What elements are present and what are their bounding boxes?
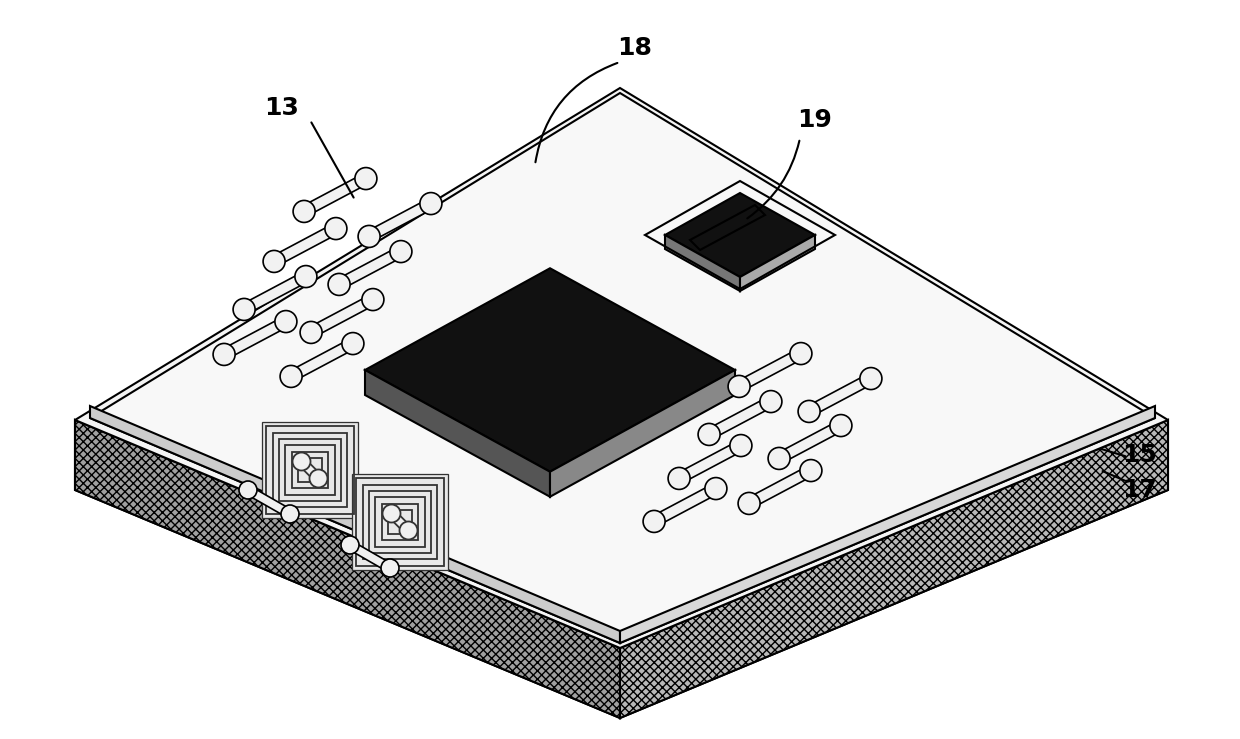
Polygon shape	[347, 541, 392, 572]
Circle shape	[698, 423, 720, 446]
Polygon shape	[242, 272, 309, 314]
Circle shape	[362, 288, 384, 310]
Circle shape	[381, 559, 399, 577]
Circle shape	[830, 415, 852, 437]
Circle shape	[399, 522, 418, 539]
Polygon shape	[246, 486, 293, 518]
Polygon shape	[620, 406, 1154, 643]
Polygon shape	[91, 406, 620, 643]
Polygon shape	[262, 422, 358, 518]
Polygon shape	[651, 484, 718, 526]
Polygon shape	[352, 474, 449, 571]
Circle shape	[768, 447, 790, 469]
Polygon shape	[551, 370, 735, 497]
Polygon shape	[689, 205, 765, 250]
Circle shape	[704, 477, 727, 500]
Polygon shape	[737, 349, 804, 391]
Circle shape	[213, 344, 236, 365]
Circle shape	[389, 241, 412, 262]
Circle shape	[293, 452, 310, 471]
Circle shape	[325, 217, 347, 239]
Polygon shape	[806, 374, 873, 416]
Polygon shape	[620, 420, 1168, 718]
Circle shape	[790, 343, 812, 364]
Circle shape	[239, 481, 257, 499]
Circle shape	[859, 367, 882, 389]
Polygon shape	[299, 458, 321, 482]
Circle shape	[275, 310, 296, 333]
Polygon shape	[740, 235, 815, 291]
Text: 17: 17	[1122, 478, 1157, 502]
Circle shape	[420, 193, 441, 214]
Text: 15: 15	[1122, 443, 1157, 467]
Polygon shape	[365, 268, 735, 471]
Circle shape	[329, 273, 350, 296]
Circle shape	[233, 299, 255, 321]
Circle shape	[355, 168, 377, 190]
Polygon shape	[309, 295, 376, 337]
Circle shape	[295, 265, 317, 287]
Polygon shape	[74, 420, 620, 718]
Polygon shape	[272, 224, 339, 266]
Circle shape	[263, 251, 285, 273]
Circle shape	[342, 333, 363, 355]
Circle shape	[382, 505, 401, 522]
Circle shape	[668, 468, 691, 489]
Polygon shape	[222, 317, 289, 359]
Polygon shape	[665, 235, 740, 291]
Circle shape	[280, 365, 303, 387]
Polygon shape	[367, 199, 434, 242]
Text: 18: 18	[618, 36, 652, 60]
Polygon shape	[746, 466, 813, 508]
Polygon shape	[74, 88, 1168, 648]
Polygon shape	[289, 338, 356, 381]
Circle shape	[341, 536, 360, 554]
Polygon shape	[74, 420, 620, 718]
Text: 13: 13	[264, 96, 299, 120]
Circle shape	[358, 225, 381, 248]
Circle shape	[644, 511, 665, 532]
Circle shape	[800, 460, 822, 482]
Circle shape	[310, 469, 327, 488]
Polygon shape	[336, 247, 403, 289]
Circle shape	[730, 435, 751, 457]
Polygon shape	[388, 511, 412, 534]
Polygon shape	[301, 174, 368, 217]
Circle shape	[738, 492, 760, 514]
Circle shape	[728, 375, 750, 398]
Circle shape	[281, 505, 299, 523]
Polygon shape	[776, 420, 843, 463]
Polygon shape	[707, 397, 774, 439]
Polygon shape	[365, 370, 551, 497]
Circle shape	[300, 321, 322, 344]
Polygon shape	[620, 420, 1168, 718]
Circle shape	[760, 391, 782, 412]
Polygon shape	[91, 93, 1154, 643]
Circle shape	[799, 401, 820, 423]
Polygon shape	[677, 440, 744, 483]
Circle shape	[293, 200, 315, 222]
Text: 19: 19	[797, 108, 832, 132]
Polygon shape	[665, 193, 815, 277]
